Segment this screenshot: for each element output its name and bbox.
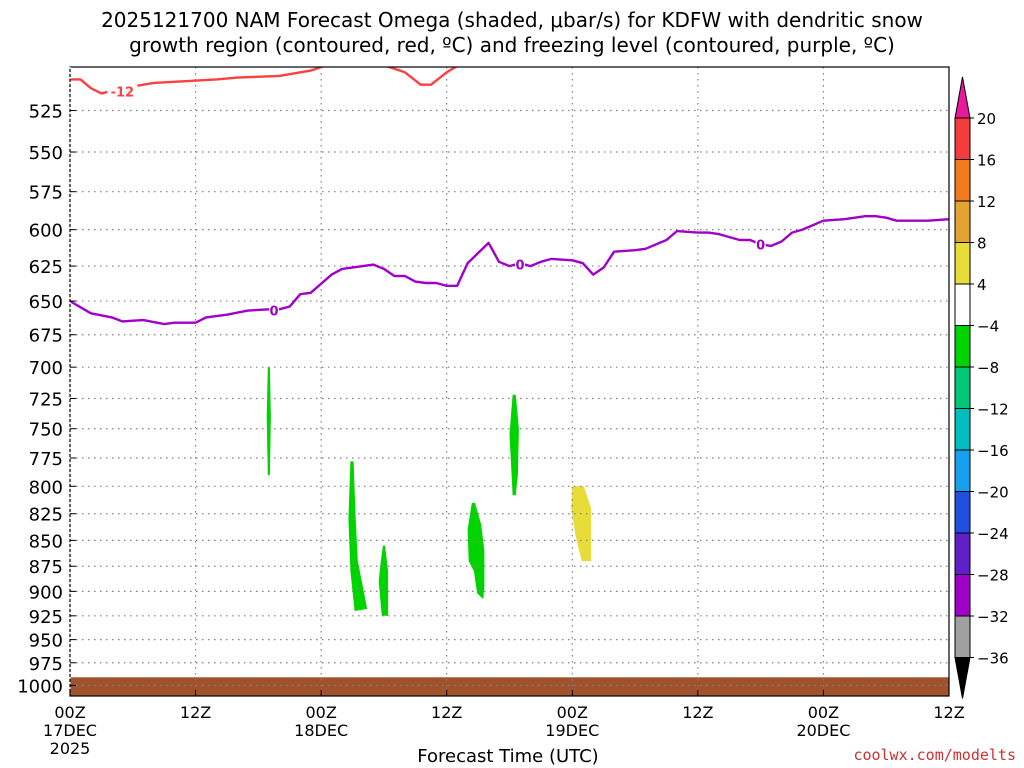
colorbar-segment-2 [954,200,971,243]
contour-label-bg-0-0 [107,84,138,99]
chart-title-line1: 2025121700 NAM Forecast Omega (shaded, μ… [101,8,923,32]
colorbar-segment-1 [954,159,971,202]
y-tick-label-2: 575 [29,183,63,204]
colorbar-segment-8 [954,449,971,492]
colorbar-segment-3 [954,242,971,285]
chart-title: 2025121700 NAM Forecast Omega (shaded, μ… [0,8,1024,58]
colorbar-label-12: −32 [977,608,1009,626]
colorbar-label-0: 20 [977,110,996,128]
y-tick-label-7: 700 [29,358,63,379]
y-tick-label-5: 650 [29,292,63,313]
x-tick-date-2: 18DEC [294,721,348,740]
colorbar-segment-9 [954,491,971,534]
colorbar-label-1: 16 [977,152,996,170]
x-tick-label-3: 12Z [431,703,462,722]
y-tick-label-19: 1000 [17,676,63,697]
x-tick-label-7: 12Z [933,703,964,722]
contour-label-1-2: 0 [756,238,765,253]
colorbar-label-3: 8 [977,235,987,253]
omega-shaded-region-0 [266,367,271,476]
y-tick-label-16: 925 [29,607,63,628]
y-tick-label-1: 550 [29,143,63,164]
y-tick-label-13: 850 [29,531,63,552]
x-tick-label-2: 00Z [305,703,336,722]
plot-frame [69,66,950,697]
contour-line-0 [70,67,458,95]
x-tick-year-0: 2025 [50,739,91,758]
chart-title-line2: growth region (contoured, red, ºC) and f… [129,33,895,57]
colorbar-label-5: −4 [977,318,999,336]
y-tick-label-6: 675 [29,326,63,347]
colorbar-segment-10 [954,532,971,575]
x-tick-date-0: 17DEC [43,721,97,740]
colorbar-label-4: 4 [977,276,987,294]
x-tick-label-0: 00Z [54,703,85,722]
contour-label-0-0: -12 [111,86,135,101]
colorbar-label-8: −16 [977,442,1009,460]
colorbar-label-2: 12 [977,193,996,211]
x-tick-label-6: 00Z [808,703,839,722]
credit-text: coolwx.com/modelts [853,746,1016,764]
omega-shaded-region-3 [467,502,485,600]
y-tick-label-14: 875 [29,557,63,578]
colorbar-segment-5 [954,325,971,368]
colorbar-label-11: −28 [977,567,1009,585]
colorbar-segment-0 [954,117,971,160]
x-tick-date-6: 20DEC [796,721,850,740]
terrain-strip [70,677,949,696]
omega-shaded-region-1 [348,461,368,611]
y-tick-label-18: 975 [29,654,63,675]
y-tick-label-0: 525 [29,102,63,123]
colorbar-segment-11 [954,574,971,617]
x-tick-label-5: 12Z [682,703,713,722]
colorbar-label-13: −36 [977,650,1009,668]
colorbar-label-6: −8 [977,359,999,377]
x-tick-date-4: 19DEC [545,721,599,740]
colorbar-top-arrow [954,76,971,119]
colorbar-label-7: −12 [977,401,1009,419]
colorbar-bottom-arrow [954,657,971,699]
y-tick-label-11: 800 [29,477,63,498]
omega-shaded-region-5 [571,486,592,562]
contour-label-bg-1-2 [755,237,766,252]
y-tick-label-12: 825 [29,505,63,526]
contour-label-bg-1-1 [514,257,525,272]
contour-line-1 [70,214,949,326]
omega-shaded-region-4 [509,394,519,496]
colorbar-label-10: −24 [977,525,1009,543]
contour-label-1-0: 0 [270,305,279,320]
y-tick-label-10: 775 [29,449,63,470]
y-tick-label-4: 625 [29,257,63,278]
colorbar-segment-6 [954,366,971,409]
contour-label-1-1: 0 [515,259,524,274]
colorbar-label-9: −20 [977,484,1009,502]
colorbar-segment-12 [954,615,971,658]
x-tick-label-1: 12Z [180,703,211,722]
y-tick-label-3: 600 [29,221,63,242]
y-tick-label-17: 950 [29,631,63,652]
y-tick-label-9: 750 [29,420,63,441]
colorbar-segment-7 [954,408,971,451]
y-tick-label-8: 725 [29,389,63,410]
colorbar-segment-4 [954,283,971,326]
x-axis-title: Forecast Time (UTC) [417,746,599,767]
y-tick-label-15: 900 [29,582,63,603]
omega-shaded-region-2 [378,545,389,616]
x-tick-label-4: 00Z [557,703,588,722]
contour-label-bg-1-0 [269,303,280,318]
